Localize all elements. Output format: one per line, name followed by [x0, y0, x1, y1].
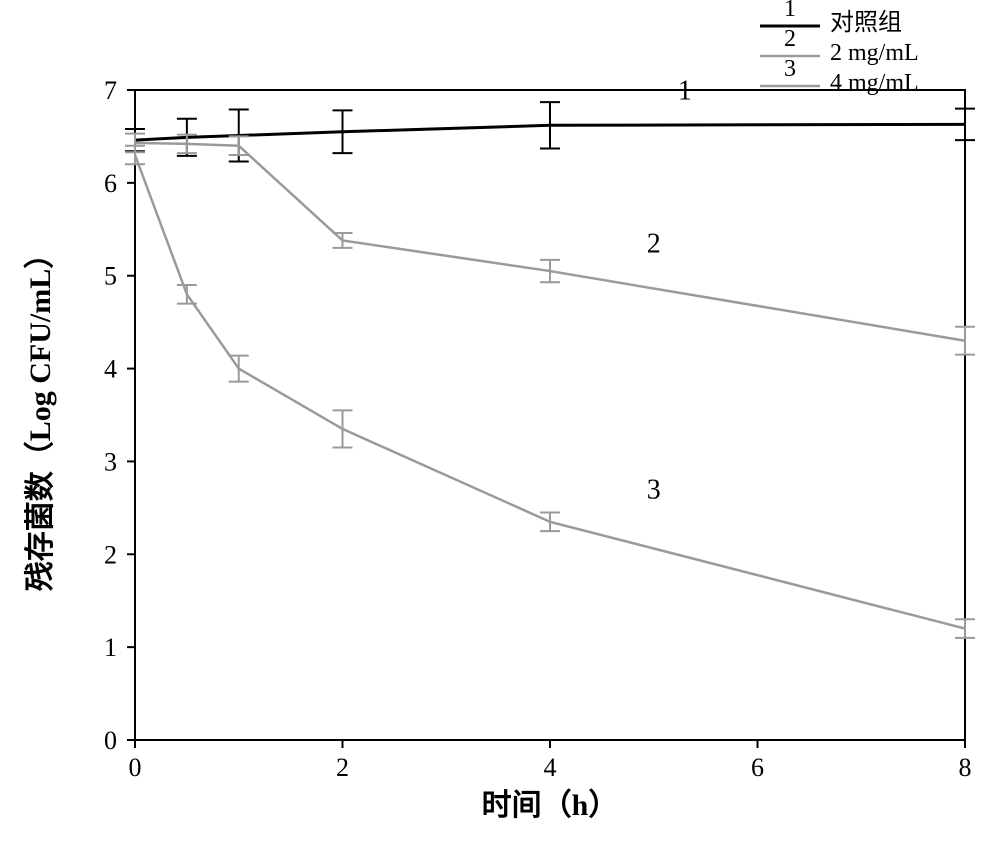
x-axis-title: 时间（h）	[482, 788, 619, 822]
x-tick-label: 8	[959, 753, 972, 782]
y-tick-label: 3	[104, 447, 117, 476]
legend-label: 2 mg/mL	[830, 40, 919, 66]
x-tick-label: 6	[751, 753, 764, 782]
line-chart: 0 2 4 6 8 0 1 2 3 4 5 6 7 时间（h） 残存菌数（Log CFU/mL） 1 2 3 1 对照…	[0, 0, 1000, 859]
x-tick-label: 0	[129, 753, 142, 782]
plot-frame	[135, 90, 965, 740]
chart-container: 0 2 4 6 8 0 1 2 3 4 5 6 7 时间（h） 残存菌数（Log CFU/mL） 1 2 3 1 对照…	[0, 0, 1000, 859]
y-tick-label: 1	[104, 633, 117, 662]
y-tick-label: 0	[104, 726, 117, 755]
legend-label: 4 mg/mL	[830, 70, 919, 96]
series-inline-label-s3: 3	[647, 475, 661, 506]
y-tick-label: 2	[104, 540, 117, 569]
series-inline-label-s1: 1	[678, 75, 692, 106]
series-inline-label-s2: 2	[647, 229, 661, 260]
y-tick-label: 6	[104, 169, 117, 198]
x-tick-label: 4	[544, 753, 557, 782]
y-tick-label: 7	[104, 76, 117, 105]
series-line-s2	[135, 143, 965, 341]
series-line-s3	[135, 155, 965, 629]
legend-num: 3	[784, 56, 796, 82]
y-tick-label: 5	[104, 262, 117, 291]
legend-num: 1	[784, 0, 796, 22]
legend-label: 对照组	[830, 9, 902, 36]
legend-num: 2	[784, 26, 796, 52]
y-axis-title: 残存菌数（Log CFU/mL）	[23, 239, 57, 592]
x-tick-label: 2	[336, 753, 349, 782]
y-tick-label: 4	[104, 355, 117, 384]
